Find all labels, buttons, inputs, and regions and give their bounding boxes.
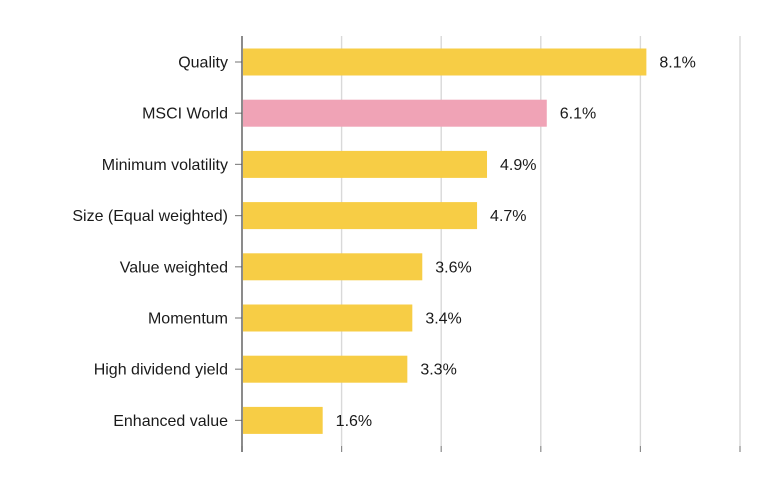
category-label-momentum: Momentum — [148, 311, 228, 328]
category-label-msci-world: MSCI World — [142, 106, 228, 123]
value-label-minimum-volatility: 4.9% — [500, 157, 536, 174]
bar-enhanced-value — [243, 406, 323, 434]
y-axis — [235, 36, 741, 452]
bar-minimum-volatility — [243, 150, 488, 178]
bar-high-dividend-yield — [243, 355, 408, 383]
category-label-quality: Quality — [178, 55, 228, 72]
category-label-value-weighted: Value weighted — [120, 259, 228, 276]
labels: Quality 8.1% MSCI World 6.1% Minimum volatil… — [72, 55, 695, 430]
bar-momentum — [243, 304, 413, 332]
bar-quality — [243, 48, 647, 76]
category-label-high-dividend-yield: High dividend yield — [94, 362, 228, 379]
bar-value-weighted — [243, 253, 423, 281]
value-label-enhanced-value: 1.6% — [336, 413, 372, 430]
category-label-size-equal-weighted: Size (Equal weighted) — [72, 208, 228, 225]
category-label-minimum-volatility: Minimum volatility — [102, 157, 228, 174]
value-label-momentum: 3.4% — [425, 311, 461, 328]
value-label-high-dividend-yield: 3.3% — [420, 362, 456, 379]
gridlines — [340, 36, 741, 446]
value-label-msci-world: 6.1% — [560, 106, 596, 123]
value-label-size-equal-weighted: 4.7% — [490, 208, 526, 225]
category-label-enhanced-value: Enhanced value — [113, 413, 228, 430]
value-label-value-weighted: 3.6% — [435, 259, 471, 276]
bar-msci-world — [243, 99, 547, 127]
value-label-quality: 8.1% — [659, 55, 695, 72]
bar-size-equal-weighted — [243, 202, 478, 230]
bars — [243, 48, 647, 434]
